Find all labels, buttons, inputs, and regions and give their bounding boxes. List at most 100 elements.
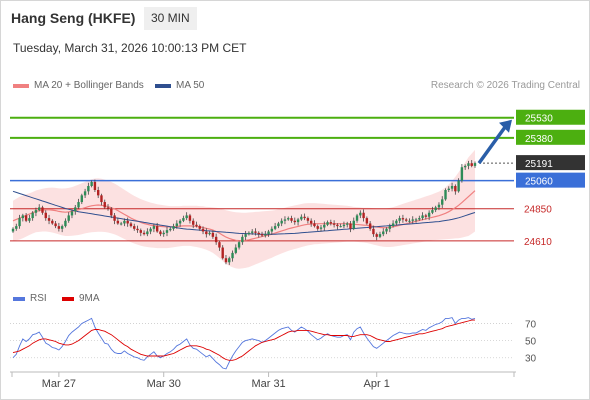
candle-body <box>155 226 159 232</box>
candle-body <box>64 220 67 227</box>
candle-body <box>306 218 310 221</box>
candle-body <box>198 226 201 229</box>
candle-body <box>228 258 231 263</box>
level-tag <box>516 172 585 188</box>
candle-body <box>133 226 136 229</box>
level-tag-label: 25060 <box>525 177 553 188</box>
candle-body <box>349 223 352 229</box>
candle-body <box>418 218 421 220</box>
rsi-swatch <box>13 296 25 301</box>
candle-body <box>329 222 333 224</box>
candle-body <box>388 226 392 229</box>
candle-body <box>287 218 290 220</box>
candle-body <box>385 228 388 232</box>
candle-body <box>172 226 175 229</box>
forecast-arrowhead <box>499 119 512 133</box>
candle-body <box>51 220 54 224</box>
candle-body <box>116 220 120 224</box>
legend-ma20: MA 20 + Bollinger Bands <box>13 80 144 91</box>
candle-body <box>254 231 257 233</box>
candle-body <box>290 218 293 221</box>
candle-body <box>332 223 336 225</box>
x-tick-label: Mar 30 <box>147 378 181 390</box>
candle-body <box>129 223 133 227</box>
candle-body <box>139 230 142 233</box>
candle-body <box>169 228 172 231</box>
level-label: 24610 <box>524 237 552 248</box>
candle-body <box>231 252 234 259</box>
candle-body <box>162 232 165 235</box>
candle-body <box>234 247 238 253</box>
candle-body <box>414 219 418 221</box>
candle-body <box>146 231 149 235</box>
candle-body <box>28 218 31 221</box>
candle-body <box>70 211 74 216</box>
candle-body <box>365 218 369 224</box>
legend-ma50-label: MA 50 <box>176 80 205 91</box>
ma50-line <box>12 190 476 235</box>
candle-body <box>185 215 188 219</box>
level-label: 24850 <box>524 205 552 216</box>
candle-body <box>267 231 270 235</box>
candle-body <box>67 215 70 221</box>
candle-body <box>309 220 313 224</box>
candle-body <box>15 226 18 229</box>
candle-body <box>205 231 208 235</box>
candle-body <box>457 180 460 192</box>
candle-body <box>152 226 156 229</box>
candle-body <box>159 231 162 235</box>
candle-body <box>319 227 323 229</box>
instrument-title: Hang Seng (HKFE) <box>11 10 136 26</box>
level-tag-label: 25191 <box>525 159 553 170</box>
candle-body <box>113 215 116 221</box>
candle-body <box>346 223 349 225</box>
candle-body <box>460 167 464 181</box>
rsi-tick-label: 30 <box>525 354 537 365</box>
legend-ma20-label: MA 20 + Bollinger Bands <box>34 80 144 91</box>
legend-9ma: 9MA <box>62 293 100 304</box>
candle-body <box>41 207 44 213</box>
candle-body <box>355 215 359 221</box>
candle-body <box>447 188 450 190</box>
9ma-swatch <box>62 296 74 301</box>
candle-body <box>296 219 300 223</box>
candle-body <box>326 222 329 225</box>
candle-body <box>214 236 218 243</box>
candle-body <box>473 163 477 166</box>
candle-body <box>119 223 123 225</box>
candle-body <box>382 231 385 235</box>
candle-body <box>188 215 192 221</box>
candle-body <box>368 223 372 229</box>
candle-body <box>431 210 434 213</box>
candle-body <box>427 212 431 217</box>
rsi-tick-label: 70 <box>525 320 537 331</box>
candle-body <box>100 195 103 203</box>
candle-body <box>34 210 38 213</box>
timestamp: Tuesday, March 31, 2026 10:00:13 PM CET <box>13 41 247 55</box>
candle-body <box>218 242 221 248</box>
candle-body <box>264 234 267 236</box>
candle-body <box>303 216 306 219</box>
interval-button[interactable]: 30 MIN <box>144 7 197 30</box>
ma50-swatch <box>155 83 171 88</box>
candle-body <box>273 226 277 229</box>
candle-body <box>54 223 57 227</box>
candle-body <box>247 232 251 235</box>
bollinger-band <box>13 149 475 269</box>
candle-body <box>24 215 28 221</box>
rsi-9ma-line <box>12 319 475 361</box>
candle-body <box>411 219 414 221</box>
candle-body <box>87 185 90 192</box>
candle-body <box>444 190 447 200</box>
x-tick-label: Mar 31 <box>251 378 285 390</box>
candle-body <box>378 234 382 237</box>
candle-body <box>126 220 129 224</box>
candle-body <box>375 234 378 237</box>
candle-body <box>408 220 411 222</box>
candle-body <box>74 207 77 212</box>
candle-body <box>221 247 224 259</box>
candle-body <box>93 181 97 190</box>
candle-body <box>372 228 375 235</box>
candle-body <box>18 218 21 227</box>
candle-body <box>463 165 467 168</box>
